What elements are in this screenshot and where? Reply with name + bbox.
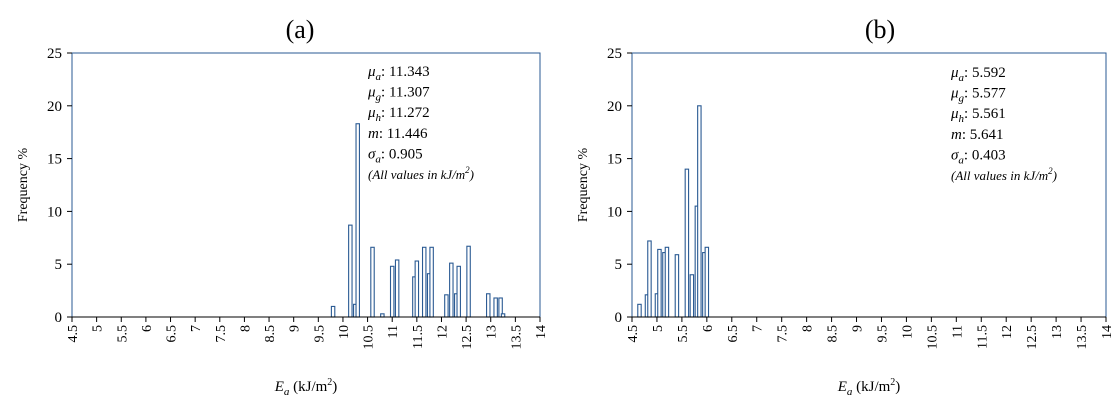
x-tick-label: 8	[801, 325, 816, 332]
bar	[697, 105, 702, 318]
x-tick-label: 13.5	[1075, 325, 1090, 350]
x-tick-label: 10	[337, 325, 352, 339]
x-tick-label: 8.5	[826, 325, 841, 343]
y-tick-label: 25	[607, 46, 622, 62]
units-note: (All values in kJ/m2)	[368, 165, 474, 182]
x-tick-label: 11.5	[411, 325, 426, 349]
x-tick-label: 13	[485, 325, 500, 339]
x-tick-label: 7	[751, 325, 766, 332]
bar	[664, 246, 670, 318]
x-axis-label: Ea (kJ/m2)	[837, 377, 901, 398]
bar	[355, 123, 360, 318]
x-tick-label: 12.5	[1025, 325, 1040, 350]
bar	[657, 248, 662, 318]
y-tick-label: 25	[47, 46, 62, 62]
y-tick-label: 5	[615, 257, 623, 273]
bar	[486, 293, 491, 318]
x-tick-label: 8.5	[263, 325, 278, 343]
chart-b: (b) 4.5 5 5.5 6 6.5 7 7.5 8 8.5 9 9.5 10 10.5 11 11.5 12…	[576, 15, 1115, 398]
x-tick-label: 6.5	[726, 325, 741, 343]
bar	[647, 240, 652, 318]
x-tick-label: 14	[534, 325, 549, 339]
y-axis-label: Frequency %	[576, 148, 591, 223]
y-tick-label: 20	[47, 99, 62, 115]
x-tick-label: 9.5	[312, 325, 327, 343]
bar	[674, 254, 680, 318]
y-tick-label: 5	[55, 257, 63, 273]
units-note: (All values in kJ/m2)	[951, 166, 1057, 183]
x-tick-label: 10.5	[925, 325, 940, 350]
stat-line: m: 11.446	[368, 126, 428, 142]
x-tick-label: 13	[1050, 325, 1065, 339]
x-tick-label: 12.5	[460, 325, 475, 350]
bar	[421, 246, 427, 318]
x-tick-label: 5.5	[115, 325, 130, 343]
y-tick-label: 15	[47, 152, 62, 168]
chart-title: (a)	[286, 15, 315, 44]
chart-title: (b)	[865, 15, 895, 44]
stat-line: μh: 5.561	[950, 106, 1006, 125]
bar	[394, 259, 400, 318]
x-tick-label: 12	[1000, 325, 1015, 339]
x-tick-label: 6	[140, 325, 155, 332]
x-tick-label: 5	[651, 325, 666, 332]
x-tick-label: 7.5	[776, 325, 791, 343]
x-tick-label: 11.5	[975, 325, 990, 349]
x-tick-label: 10	[900, 325, 915, 339]
x-tick-label: 8	[238, 325, 253, 332]
x-tick-label: 5.5	[676, 325, 691, 343]
x-tick-label: 9	[288, 325, 303, 332]
x-tick-label: 13.5	[509, 325, 524, 350]
x-tick-label: 6.5	[165, 325, 180, 343]
stat-line: μh: 11.272	[367, 105, 430, 124]
stat-line: σa: 0.403	[951, 147, 1006, 166]
x-axis-label: Ea (kJ/m2)	[274, 377, 338, 398]
y-tick-label: 0	[615, 310, 623, 326]
bar	[370, 246, 375, 318]
x-tick-label: 5	[91, 325, 106, 332]
x-tick-label: 9.5	[875, 325, 890, 343]
y-tick-label: 15	[607, 152, 622, 168]
bar	[637, 303, 642, 318]
y-tick-label: 10	[47, 204, 62, 220]
y-tick-label: 10	[607, 204, 622, 220]
x-tick-label: 9	[851, 325, 866, 332]
bar	[414, 260, 420, 318]
bar	[330, 305, 336, 318]
bar	[348, 224, 353, 318]
bar	[493, 297, 498, 318]
stat-line: m: 5.641	[951, 127, 1004, 143]
x-tick-label: 4.5	[66, 325, 81, 343]
bar	[444, 294, 449, 318]
stat-line: μa: 11.343	[367, 64, 430, 83]
bar	[429, 246, 434, 318]
chart-a: (a) 4.5 5 5.5 6 6.5 7 7.5 8 8.5 9 9.5 10 10.5 11 11.5 12…	[16, 15, 549, 398]
y-tick-label: 0	[55, 310, 63, 326]
bar	[449, 262, 454, 318]
bar	[389, 265, 395, 318]
stat-line: σa: 0.905	[368, 146, 423, 165]
bar	[689, 274, 695, 318]
stat-line: μg: 11.307	[367, 85, 430, 104]
bar	[456, 265, 461, 318]
x-tick-label: 6	[701, 325, 716, 332]
x-tick-label: 10.5	[362, 325, 377, 350]
bar	[684, 168, 690, 318]
x-tick-label: 7.5	[214, 325, 229, 343]
y-axis-label: Frequency %	[16, 148, 31, 223]
x-tick-label: 14	[1100, 325, 1115, 339]
x-tick-label: 7	[189, 325, 204, 332]
x-tick-label: 11	[950, 325, 965, 338]
x-tick-label: 12	[435, 325, 450, 339]
bar	[704, 246, 710, 318]
bar	[466, 245, 471, 318]
stat-line: μg: 5.577	[950, 86, 1006, 105]
stat-line: μa: 5.592	[950, 65, 1006, 84]
y-tick-label: 20	[607, 99, 622, 115]
x-tick-label: 11	[386, 325, 401, 338]
x-tick-label: 4.5	[626, 325, 641, 343]
